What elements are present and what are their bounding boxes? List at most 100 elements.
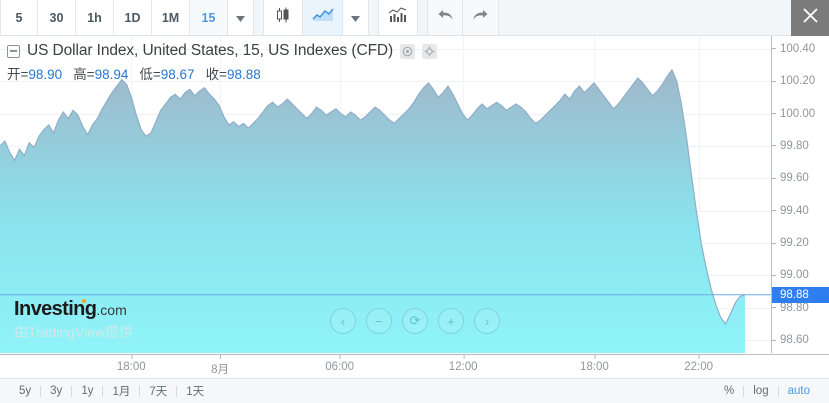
time-tick-label: 12:00 <box>448 361 478 373</box>
time-tick: 22:00 <box>684 355 713 373</box>
bottom-divider-a <box>743 385 745 397</box>
price-tick-dash <box>772 339 776 341</box>
price-tick-label: 99.60 <box>780 172 809 185</box>
range-divider <box>40 385 42 397</box>
bottom-divider-b <box>777 385 779 397</box>
price-tick: 98.60 <box>772 333 829 347</box>
toolbar-separator-3 <box>418 0 427 35</box>
chevron-down-icon <box>236 11 245 25</box>
range-button-1y[interactable]: 1y <box>81 385 94 397</box>
scroll-right-button[interactable]: › <box>474 308 500 334</box>
time-tick: 8月 <box>211 355 229 377</box>
time-tick-mark <box>220 355 222 359</box>
watermark-dot <box>82 299 86 303</box>
price-tick: 98.80 <box>772 301 829 315</box>
time-tick-label: 06:00 <box>325 361 355 373</box>
collapse-minus-icon[interactable] <box>7 44 20 58</box>
chart-type-group <box>263 0 369 35</box>
interval-dropdown-button[interactable] <box>228 0 254 35</box>
price-tick-label: 99.80 <box>780 139 809 152</box>
price-tick-dash <box>772 210 776 212</box>
price-tick-label: 100.00 <box>780 107 816 120</box>
percent-scale-button[interactable]: % <box>724 385 735 397</box>
range-button-3y[interactable]: 3y <box>50 385 63 397</box>
scroll-left-button[interactable]: ‹ <box>330 308 356 334</box>
time-tick-mark <box>698 355 700 359</box>
price-tick: 100.00 <box>772 107 829 121</box>
range-divider <box>102 385 104 397</box>
price-tick-dash <box>772 145 776 147</box>
interval-button-1h[interactable]: 1h <box>76 0 114 35</box>
indicators-bar-chart-icon <box>388 7 408 28</box>
area-chart-button[interactable] <box>303 0 343 35</box>
undo-arrow-icon <box>437 8 454 27</box>
price-tick-dash <box>772 307 776 309</box>
chevron-down-icon <box>351 11 360 25</box>
indicators-button[interactable] <box>378 0 418 35</box>
eye-visibility-icon[interactable] <box>400 43 416 59</box>
price-tick-label: 98.80 <box>780 301 809 314</box>
interval-button-15[interactable]: 15 <box>190 0 228 35</box>
history-group <box>427 0 499 35</box>
price-tick: 100.40 <box>772 42 829 56</box>
toolbar-separator-1 <box>254 0 263 35</box>
price-tick-label: 99.20 <box>780 237 809 250</box>
price-tick: 99.40 <box>772 204 829 218</box>
chart-type-dropdown-button[interactable] <box>343 0 369 35</box>
price-axis[interactable]: 100.40 100.20 100.00 99.80 99.60 99.40 99.20 99… <box>772 36 829 353</box>
redo-button[interactable] <box>463 0 499 35</box>
range-button-5y[interactable]: 5y <box>19 385 32 397</box>
gear-settings-icon[interactable] <box>422 43 438 59</box>
range-divider <box>176 385 178 397</box>
close-button[interactable] <box>791 0 829 36</box>
price-area-series <box>0 36 771 353</box>
range-button-1天[interactable]: 1天 <box>186 386 205 398</box>
range-selector-group: 5y 3y 1y 1月 7天 1天 <box>10 383 213 399</box>
time-tick-mark <box>594 355 596 359</box>
price-tick: 99.00 <box>772 268 829 282</box>
interval-button-5[interactable]: 5 <box>0 0 38 35</box>
toolbar-separator-2 <box>369 0 378 35</box>
candlestick-chart-icon <box>274 6 292 29</box>
time-tick: 12:00 <box>449 355 478 373</box>
price-line <box>0 68 746 326</box>
toolbar-spacer <box>499 0 791 35</box>
price-tick-label: 98.60 <box>780 334 809 347</box>
chart-area[interactable]: US Dollar Index, United States, 15, US I… <box>0 36 829 354</box>
price-tick-dash <box>772 242 776 244</box>
price-tick-label: 99.40 <box>780 204 809 217</box>
range-button-7天[interactable]: 7天 <box>149 386 168 398</box>
reset-chart-button[interactable]: ⟳ <box>402 308 428 334</box>
time-tick: 18:00 <box>117 355 146 373</box>
price-tick: 99.60 <box>772 171 829 185</box>
interval-button-1m[interactable]: 1M <box>152 0 190 35</box>
area-fill <box>0 69 745 353</box>
chart-nav-controls: ‹ − ⟳ + › <box>330 308 500 334</box>
undo-button[interactable] <box>427 0 463 35</box>
zoom-out-button[interactable]: − <box>366 308 392 334</box>
symbol-title: US Dollar Index, United States, 15, US I… <box>27 42 394 59</box>
price-tick-dash <box>772 48 776 50</box>
watermark-brand: Investing.com <box>14 298 127 320</box>
price-tick-label: 99.00 <box>780 269 809 282</box>
price-tick-label: 100.20 <box>780 75 816 88</box>
time-tick-mark <box>463 355 465 359</box>
auto-scale-button[interactable]: auto <box>787 385 810 397</box>
time-tick-label: 18:00 <box>580 361 609 373</box>
log-scale-button[interactable]: log <box>753 385 769 397</box>
watermark-provider: 由TradingView提供 <box>14 324 134 340</box>
interval-button-1d[interactable]: 1D <box>114 0 152 35</box>
redo-arrow-icon <box>472 8 489 27</box>
range-divider <box>71 385 73 397</box>
candlestick-chart-button[interactable] <box>263 0 303 35</box>
time-tick: 18:00 <box>580 355 609 373</box>
range-button-1月[interactable]: 1月 <box>112 386 131 398</box>
current-price-badge: 98.88 <box>772 286 829 303</box>
zoom-in-button[interactable]: + <box>438 308 464 334</box>
interval-group: 5 30 1h 1D 1M 15 <box>0 0 254 35</box>
interval-button-30[interactable]: 30 <box>38 0 76 35</box>
price-tick-dash <box>772 177 776 179</box>
time-axis[interactable]: 18:00 8月 06:00 12:00 18:00 22:00 <box>0 354 829 378</box>
plot-region[interactable] <box>0 36 772 353</box>
